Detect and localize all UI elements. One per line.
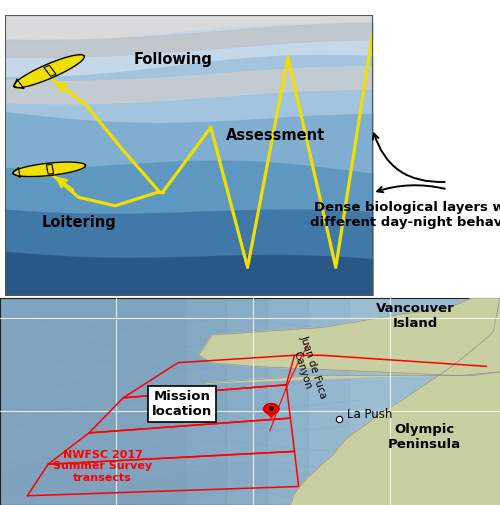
Text: Olympic
Peninsula: Olympic Peninsula <box>388 423 461 450</box>
Text: Mission
location: Mission location <box>152 390 212 418</box>
Text: La Push: La Push <box>348 408 393 421</box>
Text: Juan de Fuca
Canyon: Juan de Fuca Canyon <box>288 333 329 403</box>
Text: NWFSC 2017
Summer Survey
transects: NWFSC 2017 Summer Survey transects <box>53 449 152 483</box>
Text: Assessment: Assessment <box>226 128 325 143</box>
Polygon shape <box>14 55 84 88</box>
Polygon shape <box>14 84 24 89</box>
Text: Following: Following <box>134 53 212 68</box>
Polygon shape <box>14 79 20 87</box>
Polygon shape <box>290 298 500 505</box>
Polygon shape <box>44 65 52 72</box>
Polygon shape <box>264 403 278 414</box>
Polygon shape <box>263 409 279 418</box>
Text: Vancouver
Island: Vancouver Island <box>376 302 454 330</box>
Polygon shape <box>48 169 54 174</box>
Polygon shape <box>46 164 52 170</box>
Polygon shape <box>12 168 20 173</box>
Polygon shape <box>12 173 20 177</box>
Polygon shape <box>48 70 56 76</box>
Text: Loitering: Loitering <box>42 215 117 230</box>
Text: Dense biological layers with
different day-night behaviors: Dense biological layers with different d… <box>310 200 500 229</box>
Polygon shape <box>198 298 500 383</box>
Polygon shape <box>12 162 86 177</box>
